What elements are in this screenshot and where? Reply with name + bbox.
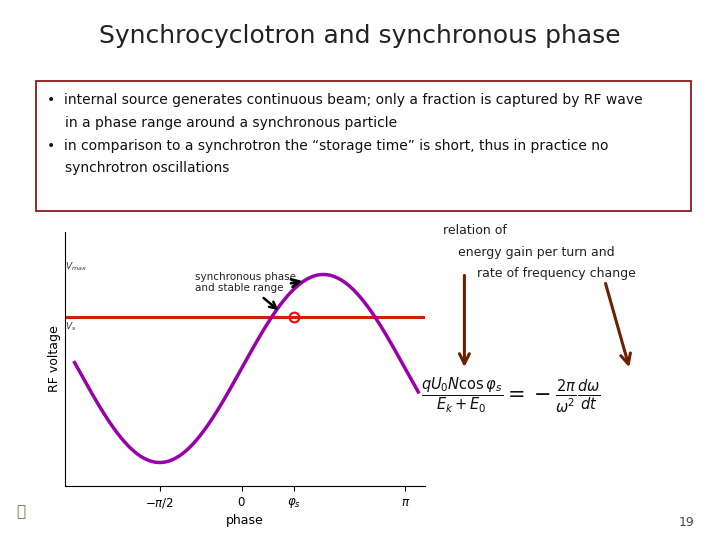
Y-axis label: RF voltage: RF voltage (48, 326, 60, 393)
X-axis label: phase: phase (226, 514, 264, 527)
Text: relation of: relation of (443, 224, 507, 237)
Text: $V_s$: $V_s$ (65, 321, 76, 333)
Text: Synchrocyclotron and synchronous phase: Synchrocyclotron and synchronous phase (99, 24, 621, 48)
Text: 19: 19 (679, 516, 695, 529)
Text: synchronous phase
and stable range: synchronous phase and stable range (194, 272, 296, 308)
Text: rate of frequency change: rate of frequency change (457, 267, 636, 280)
Text: •  internal source generates continuous beam; only a fraction is captured by RF : • internal source generates continuous b… (47, 93, 642, 107)
Text: 🌳: 🌳 (16, 504, 25, 519)
Text: $V_{max}$: $V_{max}$ (65, 260, 87, 273)
Text: synchrotron oscillations: synchrotron oscillations (65, 161, 229, 176)
Text: in a phase range around a synchronous particle: in a phase range around a synchronous pa… (65, 116, 397, 130)
Text: energy gain per turn and: energy gain per turn and (450, 246, 615, 259)
Text: $\frac{qU_0N\cos\varphi_s}{E_k+E_0} = -\frac{2\pi}{\omega^2}\frac{d\omega}{dt}$: $\frac{qU_0N\cos\varphi_s}{E_k+E_0} = -\… (421, 375, 601, 415)
Text: •  in comparison to a synchrotron the “storage time” is short, thus in practice : • in comparison to a synchrotron the “st… (47, 139, 608, 153)
